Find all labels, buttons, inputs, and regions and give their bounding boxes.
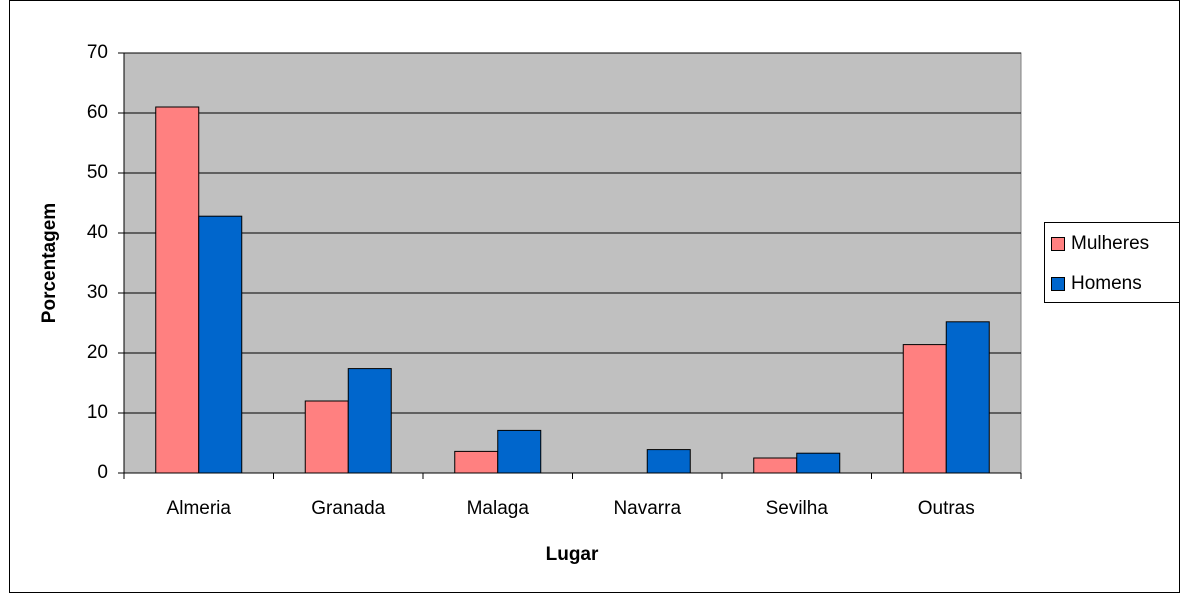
bar (646, 449, 691, 474)
y-tick-label: 40 (87, 222, 108, 243)
bar (945, 321, 990, 474)
legend-box (1044, 222, 1180, 303)
bar (902, 344, 947, 474)
bar (304, 400, 349, 474)
y-tick-label: 20 (87, 342, 108, 363)
bar (796, 452, 841, 474)
x-tick-label: Navarra (613, 498, 681, 519)
x-tick-label: Almeria (167, 498, 232, 519)
bar (155, 106, 200, 474)
x-tick-label: Outras (918, 498, 975, 519)
y-tick-label: 50 (87, 162, 108, 183)
bar (347, 368, 392, 474)
bar (454, 450, 499, 474)
legend-label: Homens (1071, 273, 1142, 294)
y-tick-label: 60 (87, 102, 108, 123)
y-tick-label: 30 (87, 282, 108, 303)
plot-area (123, 52, 1022, 474)
legend-swatch (1051, 277, 1065, 291)
x-tick-label: Granada (311, 498, 385, 519)
x-tick-label: Malaga (467, 498, 530, 519)
legend-swatch (1051, 237, 1065, 251)
legend-label: Mulheres (1071, 233, 1149, 254)
bar (753, 457, 798, 474)
y-tick-label: 70 (87, 42, 108, 63)
bar (497, 429, 542, 474)
bar (198, 215, 243, 474)
x-tick-label: Sevilha (766, 498, 829, 519)
y-tick-label: 10 (87, 402, 108, 423)
y-tick-label: 0 (97, 462, 108, 483)
x-axis-title: Lugar (546, 544, 599, 565)
y-axis-title: Porcentagem (39, 203, 60, 323)
